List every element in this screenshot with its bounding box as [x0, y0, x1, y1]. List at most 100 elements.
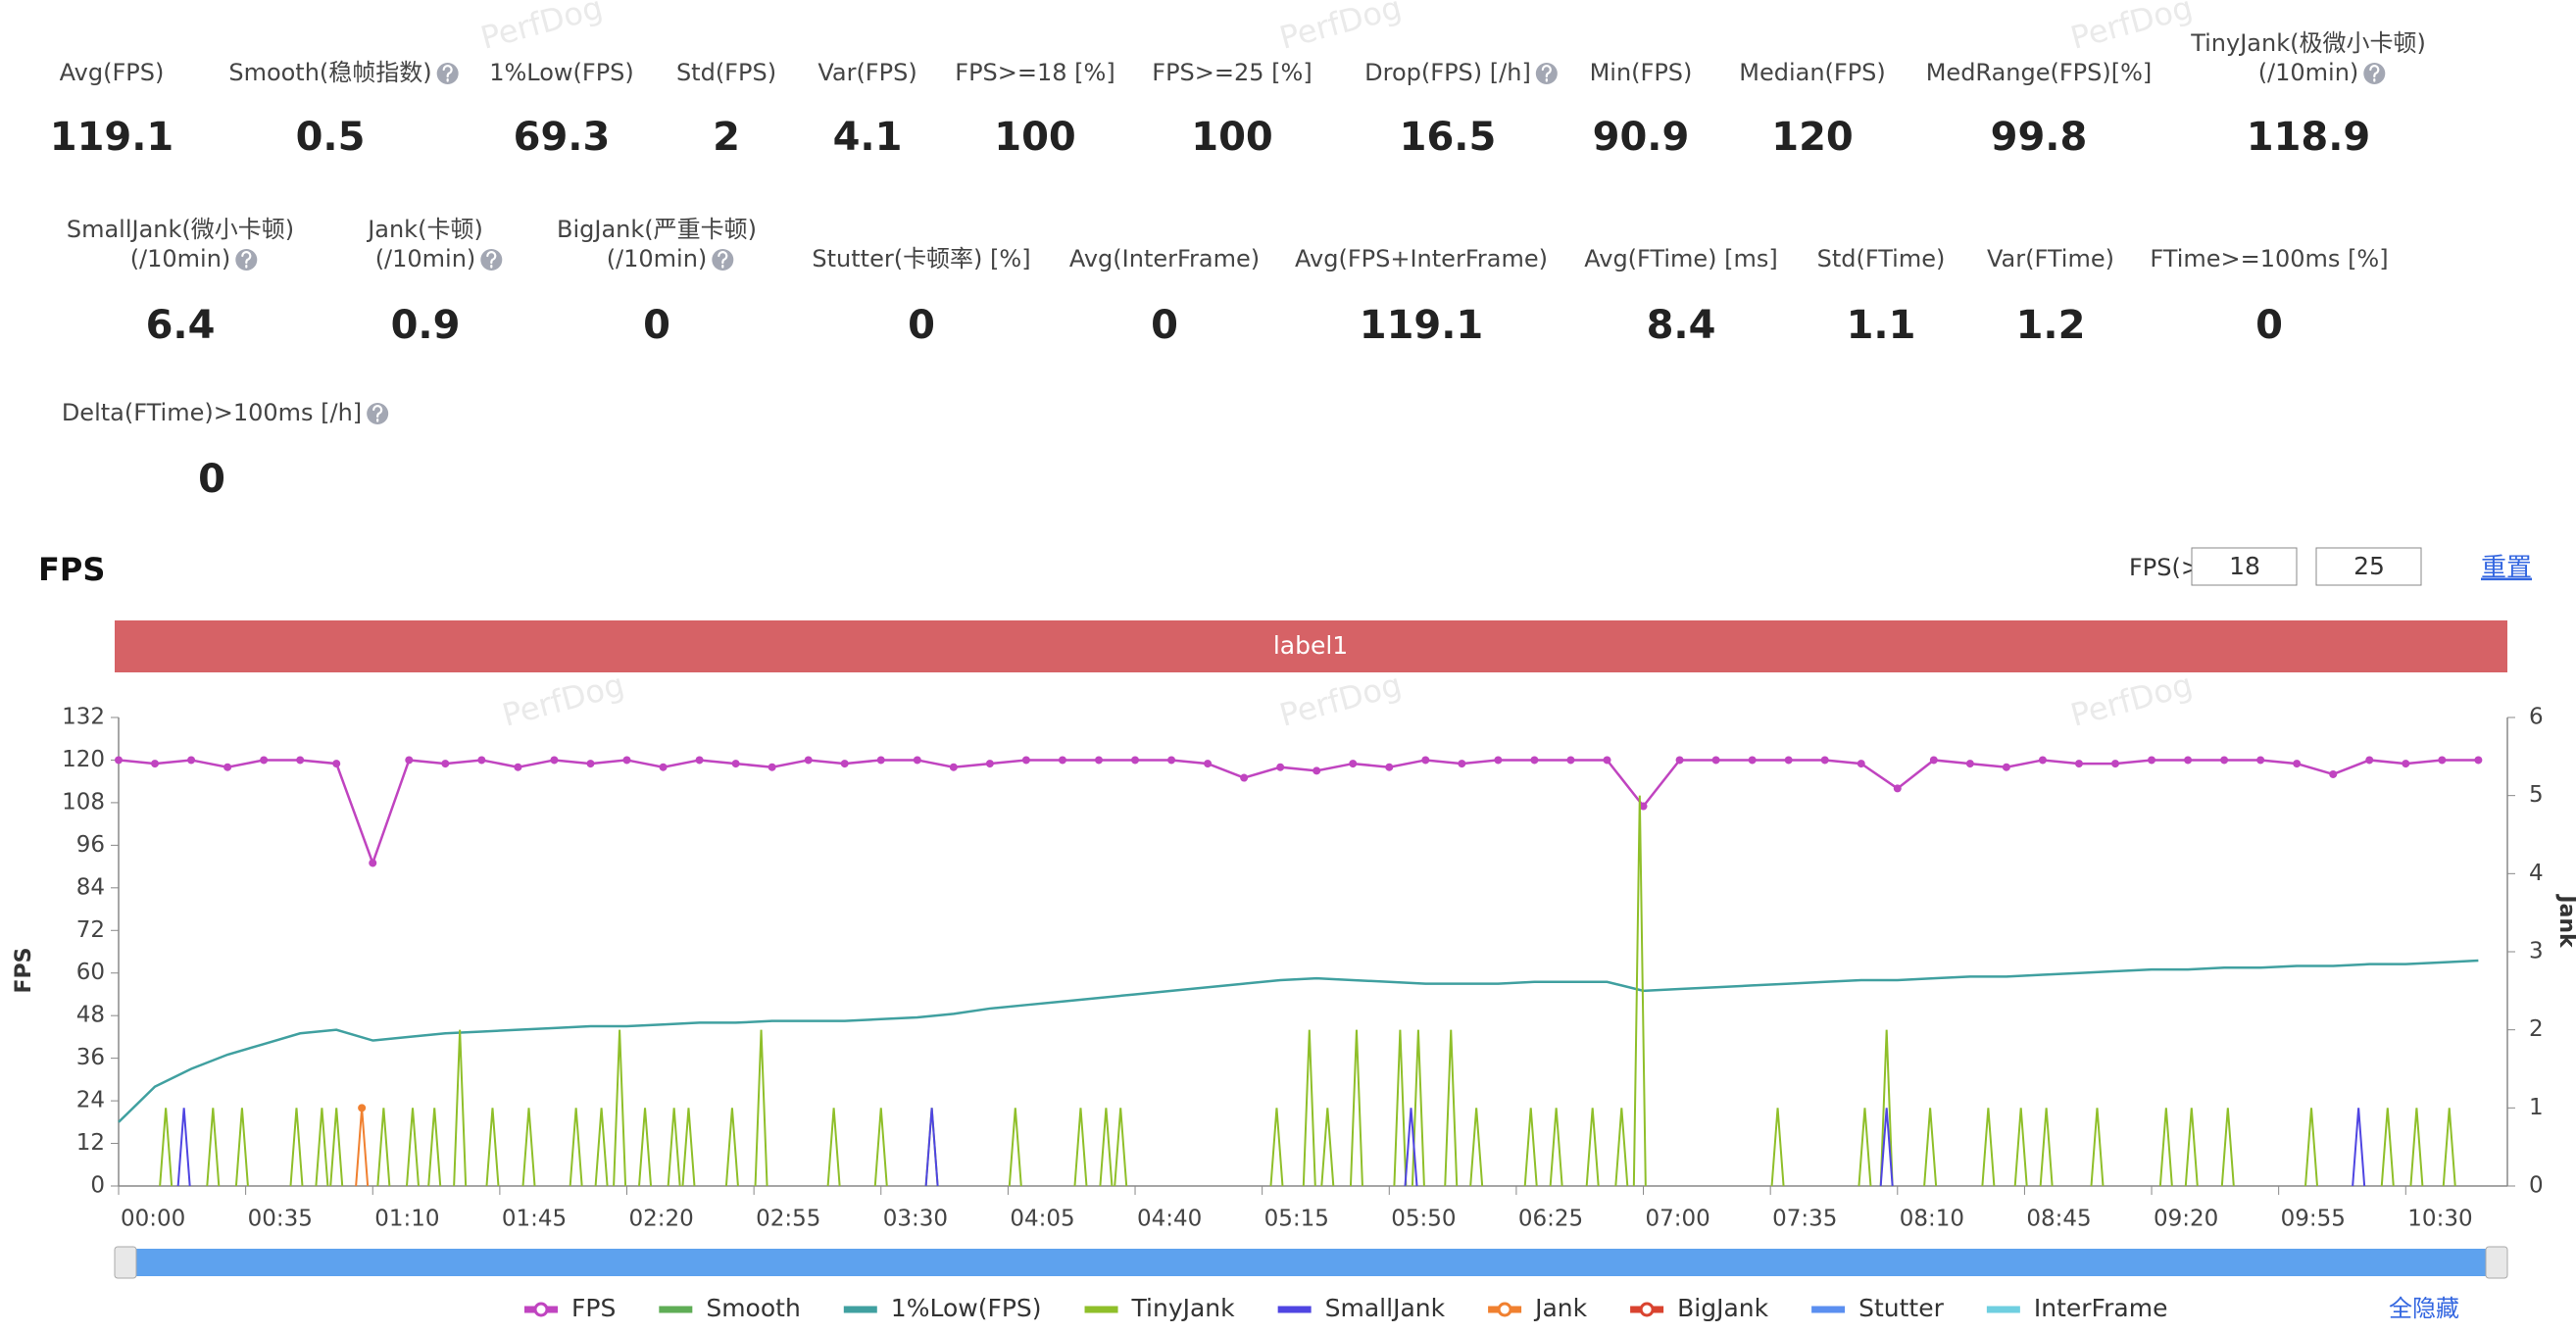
point: [1385, 763, 1394, 771]
point: [2293, 760, 2302, 768]
point: [1857, 760, 1865, 768]
zoom-slider[interactable]: [115, 1249, 2507, 1276]
jank-spike: [427, 1108, 442, 1187]
point: [2474, 756, 2483, 765]
jank-spike: [924, 1108, 939, 1187]
point: [2184, 756, 2193, 765]
jank-spike: [234, 1108, 249, 1187]
point: [1566, 756, 1575, 765]
y-tick-label: 96: [76, 832, 105, 858]
stat-label: FPS>=25 [%]: [1152, 59, 1312, 86]
jank-spike: [1879, 1029, 1894, 1187]
legend-marker: [1497, 1302, 1512, 1317]
y2-tick-label: 6: [2529, 705, 2544, 730]
y2-tick-label: 1: [2529, 1095, 2544, 1120]
jank-spike: [485, 1108, 500, 1187]
x-tick-label: 04:05: [1010, 1207, 1074, 1232]
point: [260, 756, 269, 765]
stat-label: MedRange(FPS)[%]: [1926, 59, 2153, 86]
point: [550, 756, 559, 765]
jank-spike: [1549, 1108, 1563, 1187]
jank-spike: [315, 1108, 329, 1187]
point: [949, 763, 958, 771]
stat-label: Jank(卡顿): [366, 216, 483, 243]
threshold-input[interactable]: [2191, 547, 2298, 586]
x-tick-label: 01:45: [502, 1207, 567, 1232]
watermark: PerfDog: [1275, 666, 1405, 734]
threshold-input[interactable]: [2315, 547, 2422, 586]
label-band-text: label1: [1273, 631, 1348, 660]
jank-spike: [1393, 1029, 1408, 1187]
legend-label[interactable]: FPS: [571, 1294, 616, 1322]
help-glyph: [2369, 65, 2380, 82]
jank-spike: [1269, 1108, 1284, 1187]
jank-spike: [1585, 1108, 1600, 1187]
jank-spike: [1404, 1108, 1418, 1187]
point: [1458, 760, 1466, 768]
jank-spike: [569, 1108, 583, 1187]
point: [1929, 756, 1938, 765]
point: [985, 760, 994, 768]
x-tick-label: 00:00: [121, 1207, 185, 1232]
y-tick-label: 48: [76, 1003, 105, 1028]
stat-value: 0: [1151, 303, 1178, 348]
y2-tick-label: 0: [2529, 1173, 2544, 1199]
watermark: PerfDog: [476, 0, 606, 57]
stat-label: SmallJank(微小卡顿): [67, 216, 294, 243]
point: [223, 763, 232, 771]
stat-label: TinyJank(极微小卡顿): [2190, 29, 2426, 57]
point: [1494, 756, 1503, 765]
point: [1131, 756, 1140, 765]
x-tick-label: 05:15: [1264, 1207, 1329, 1232]
point: [2038, 756, 2047, 765]
hide-all-link[interactable]: 全隐藏: [2389, 1295, 2459, 1322]
legend-label[interactable]: Jank: [1533, 1294, 1588, 1322]
reset-link[interactable]: 重置: [2481, 554, 2532, 583]
jank-spike: [594, 1108, 609, 1187]
point: [1313, 766, 1321, 775]
legend-label[interactable]: TinyJank: [1131, 1294, 1236, 1322]
legend-label[interactable]: SmallJank: [1325, 1294, 1446, 1322]
jank-spike: [1770, 1108, 1785, 1187]
point: [659, 763, 668, 771]
x-tick-label: 05:50: [1391, 1207, 1456, 1232]
jank-spike: [159, 1108, 173, 1187]
stat-value: 2: [713, 115, 740, 160]
jank-spike: [754, 1029, 768, 1187]
legend-label[interactable]: InterFrame: [2034, 1294, 2168, 1322]
slider-handle[interactable]: [2485, 1246, 2508, 1279]
x-tick-label: 10:30: [2407, 1207, 2472, 1232]
legend-label[interactable]: 1%Low(FPS): [891, 1294, 1042, 1322]
stat-label: Min(FPS): [1590, 59, 1693, 86]
point: [477, 756, 486, 765]
legend-label[interactable]: Smooth: [706, 1294, 800, 1322]
point: [187, 756, 196, 765]
jank-spike: [2442, 1108, 2456, 1187]
jank-spike: [2409, 1108, 2424, 1187]
stat-value: 0: [643, 303, 670, 348]
x-tick-label: 00:35: [248, 1207, 313, 1232]
stat-value: 69.3: [514, 115, 611, 160]
stat-label: Std(FPS): [676, 59, 776, 86]
stat-value: 6.4: [146, 303, 216, 348]
jank-spike: [329, 1108, 344, 1187]
chart-title: FPS: [38, 551, 105, 588]
y2-axis-title: Jank: [2554, 893, 2576, 949]
stat-value: 1.2: [2016, 303, 2086, 348]
threshold-value: 18: [2229, 552, 2260, 580]
legend-label[interactable]: Stutter: [1858, 1294, 1945, 1322]
jank-spike: [1614, 1108, 1629, 1187]
y2-tick-label: 2: [2529, 1016, 2544, 1042]
legend-label[interactable]: BigJank: [1677, 1294, 1769, 1322]
jank-spike: [2304, 1108, 2319, 1187]
jank-spike: [724, 1108, 739, 1187]
slider-handle[interactable]: [114, 1246, 137, 1279]
help-glyph: [241, 251, 252, 269]
jank-spike: [1349, 1029, 1363, 1187]
jank-spike: [1073, 1108, 1088, 1187]
jank-spike: [826, 1108, 841, 1187]
jank-spike: [453, 1029, 468, 1187]
stat-label: FTime>=100ms [%]: [2150, 245, 2388, 272]
point: [2438, 756, 2447, 765]
stat-value: 0: [908, 303, 935, 348]
